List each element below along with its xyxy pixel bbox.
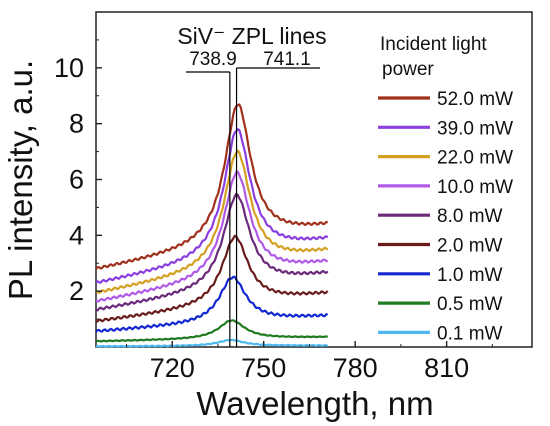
legend-label-8.0-mW: 8.0 mW <box>437 206 503 227</box>
zpl-label-741.1: 741.1 <box>263 49 311 70</box>
y-axis-ticks: 2 4 6 8 10 <box>54 39 102 320</box>
series-line-8.0-mW <box>95 192 329 312</box>
series-line-0.5-mW <box>95 319 328 343</box>
legend-label-0.1-mW: 0.1 mW <box>437 323 503 344</box>
series-line-52.0-mW <box>95 103 328 270</box>
series-line-10.0-mW <box>95 170 328 303</box>
x-tick-label-810: 810 <box>424 353 469 383</box>
y-tick-label-2: 2 <box>69 276 84 306</box>
series-line-2.0-mW <box>95 234 329 323</box>
y-axis-title: PL intensity, a.u. <box>2 60 39 300</box>
x-tick-label-720: 720 <box>150 353 195 383</box>
legend-label-10.0-mW: 10.0 mW <box>437 177 513 198</box>
spectra-group <box>95 103 329 348</box>
y-tick-label-10: 10 <box>54 53 84 83</box>
series-line-39.0-mW <box>95 128 329 284</box>
legend-title-line-1: Incident light <box>380 34 487 55</box>
y-tick-label-6: 6 <box>69 165 84 195</box>
zpl-annotation: SiV⁻ ZPL lines 738.9 741.1 <box>177 23 327 347</box>
legend-title-line-2: power <box>382 59 434 80</box>
legend-label-2.0-mW: 2.0 mW <box>437 236 503 257</box>
annotation-title: SiV⁻ ZPL lines <box>177 23 326 49</box>
y-tick-label-4: 4 <box>69 220 84 250</box>
series-line-0.1-mW <box>95 338 328 348</box>
series-line-22.0-mW <box>95 149 329 295</box>
x-axis-title: Wavelength, nm <box>196 385 433 422</box>
x-axis-ticks: 720 750 780 810 <box>125 341 493 383</box>
legend: Incident light power 52.0 mW 39.0 mW 22.0 … <box>378 34 513 344</box>
legend-label-1.0-mW: 1.0 mW <box>437 265 503 286</box>
zpl-label-738.9: 738.9 <box>189 49 237 70</box>
legend-label-22.0-mW: 22.0 mW <box>437 148 513 169</box>
legend-label-39.0-mW: 39.0 mW <box>437 118 513 139</box>
legend-label-0.5-mW: 0.5 mW <box>437 294 503 315</box>
legend-label-52.0-mW: 52.0 mW <box>437 89 513 110</box>
series-line-1.0-mW <box>95 275 328 333</box>
y-tick-label-8: 8 <box>69 109 84 139</box>
x-tick-label-750: 750 <box>241 353 286 383</box>
x-tick-label-780: 780 <box>333 353 378 383</box>
